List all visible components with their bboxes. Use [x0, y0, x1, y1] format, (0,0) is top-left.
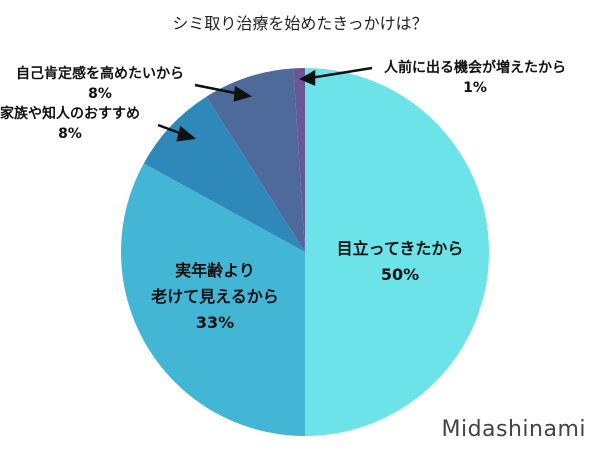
- label-s1-pct: 50%: [380, 265, 420, 284]
- label-s5: 人前に出る機会が増えたから 1%: [370, 58, 580, 98]
- label-s5-pct: 1%: [463, 80, 487, 96]
- label-s1-text: 目立ってきたから: [336, 239, 464, 258]
- label-s4-pct: 8%: [88, 86, 112, 102]
- brand-watermark: Midashinami: [441, 417, 586, 442]
- label-s5-text: 人前に出る機会が増えたから: [384, 60, 566, 76]
- pie-slice-5: [293, 68, 305, 252]
- label-s4: 自己肯定感を高めたいから 8%: [0, 64, 200, 104]
- pie-slice-1: [305, 68, 489, 436]
- label-s2-text2: 老けて見えるから: [151, 287, 279, 306]
- label-s4-text: 自己肯定感を高めたいから: [16, 66, 184, 82]
- label-s2-pct: 33%: [195, 313, 235, 332]
- label-s3-text: 家族や知人のおすすめ: [0, 106, 140, 122]
- pie-slice-2: [120, 163, 305, 436]
- label-s3-pct: 8%: [58, 126, 82, 142]
- pie-slice-4: [206, 68, 305, 252]
- arrow-s5: [309, 66, 373, 80]
- label-s1: 目立ってきたから 50%: [310, 236, 490, 288]
- arrow-s4: [194, 83, 241, 96]
- arrows: [157, 66, 373, 142]
- chart-title: シミ取り治療を始めたきっかけは？: [172, 14, 428, 33]
- label-s3: 家族や知人のおすすめ 8%: [0, 104, 140, 144]
- label-s2: 実年齢より 老けて見えるから 33%: [130, 258, 300, 336]
- label-s2-text1: 実年齢より: [175, 261, 255, 280]
